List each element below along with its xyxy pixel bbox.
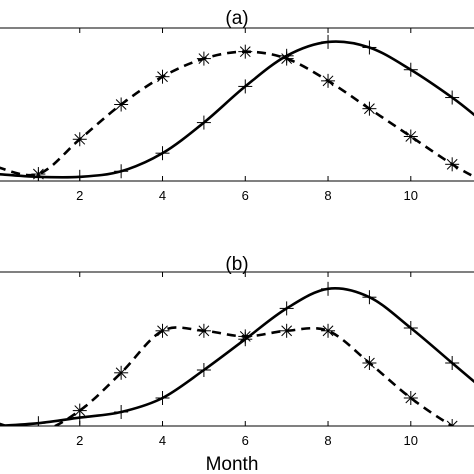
asterisk-marker bbox=[155, 323, 170, 338]
solid-series-line bbox=[0, 40, 474, 179]
x-tick-label: 4 bbox=[159, 188, 166, 203]
axes-frame bbox=[0, 271, 474, 427]
asterisk-marker bbox=[155, 69, 170, 84]
x-tick-label: 2 bbox=[76, 188, 83, 203]
panel-a: (a) 2 4 6 8 10 bbox=[0, 8, 474, 203]
panel-title: (a) bbox=[225, 8, 248, 29]
asterisk-marker bbox=[279, 323, 294, 338]
asterisk-marker bbox=[238, 329, 253, 344]
panel-b: (b) 2 4 6 8 10 Month bbox=[0, 254, 474, 474]
x-tick-label: 10 bbox=[404, 188, 418, 203]
asterisk-marker bbox=[403, 129, 418, 144]
x-tick-label: 6 bbox=[242, 433, 249, 448]
asterisk-marker bbox=[72, 403, 87, 418]
asterisk-marker bbox=[445, 419, 460, 426]
asterisk-marker bbox=[31, 167, 46, 181]
asterisk-marker bbox=[72, 132, 87, 147]
asterisk-marker bbox=[279, 51, 294, 66]
asterisk-marker bbox=[362, 101, 377, 116]
panel-title: (b) bbox=[225, 254, 248, 275]
plus-marker bbox=[196, 115, 211, 130]
plot-area bbox=[0, 281, 474, 426]
plus-marker bbox=[445, 90, 460, 105]
x-tick-label: 10 bbox=[404, 433, 418, 448]
plus-marker bbox=[403, 62, 418, 77]
axes-frame bbox=[0, 27, 474, 182]
plus-marker bbox=[279, 301, 294, 316]
asterisk-marker bbox=[196, 323, 211, 338]
x-tick-label: 2 bbox=[76, 433, 83, 448]
asterisk-marker bbox=[114, 97, 129, 112]
x-axis-label: Month bbox=[206, 454, 259, 474]
plus-marker bbox=[196, 363, 211, 377]
asterisk-marker bbox=[196, 51, 211, 66]
x-tick-label: 4 bbox=[159, 433, 166, 448]
dashed-series-line bbox=[0, 50, 474, 179]
x-tick-label: 6 bbox=[242, 188, 249, 203]
asterisk-marker bbox=[321, 323, 336, 338]
plus-marker bbox=[155, 146, 170, 161]
plus-marker bbox=[31, 416, 46, 426]
plus-marker bbox=[114, 164, 129, 179]
asterisk-marker bbox=[37, 424, 39, 426]
asterisk-marker bbox=[321, 73, 336, 88]
asterisk-marker bbox=[403, 391, 418, 405]
solid-series-line bbox=[0, 287, 474, 426]
x-tick-label: 8 bbox=[324, 433, 331, 448]
plus-marker bbox=[403, 321, 418, 335]
asterisk-marker bbox=[238, 44, 253, 59]
plus-marker bbox=[114, 405, 129, 419]
plus-marker bbox=[362, 290, 377, 305]
plus-marker bbox=[321, 34, 336, 49]
plus-marker bbox=[238, 79, 253, 94]
asterisk-marker bbox=[445, 157, 460, 172]
x-tick-label: 8 bbox=[324, 188, 331, 203]
plus-marker bbox=[72, 169, 87, 181]
plus-marker bbox=[362, 40, 377, 55]
asterisk-marker bbox=[362, 356, 377, 370]
plus-marker bbox=[445, 356, 460, 370]
plot-area bbox=[0, 34, 474, 181]
plus-marker bbox=[155, 391, 170, 405]
asterisk-marker bbox=[114, 365, 129, 380]
plus-marker bbox=[321, 281, 336, 296]
